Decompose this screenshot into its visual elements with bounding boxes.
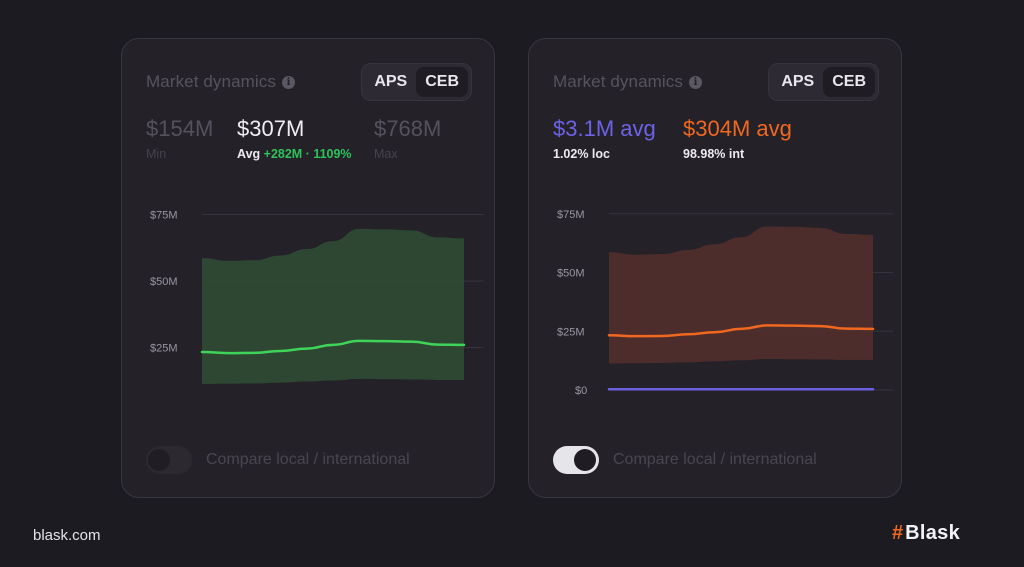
tab-ceb[interactable]: CEB (823, 67, 875, 97)
stat-international-label: 98.98% int (683, 147, 745, 161)
compare-toggle[interactable] (146, 446, 192, 474)
stat-avg: $307M Avg +282M · 1109% (237, 115, 374, 161)
brand-logo: # Blask (892, 522, 960, 545)
toggle-knob (148, 449, 170, 471)
info-icon[interactable]: i (688, 75, 702, 89)
y-tick-label: $50M (557, 268, 585, 280)
confidence-band (609, 226, 873, 364)
y-tick-label: $25M (150, 343, 178, 355)
y-tick-label: $50M (150, 276, 178, 288)
segment-control: APS CEB (768, 63, 879, 101)
card-title: Market dynamics (146, 72, 276, 91)
card-header: Market dynamics i APS CEB (146, 63, 472, 101)
stat-avg-label: Avg (237, 147, 261, 161)
market-dynamics-card-left: Market dynamics i APS CEB $154M Min $307… (121, 38, 495, 498)
card-title: Market dynamics (553, 72, 683, 91)
stat-avg-value: $307M (237, 116, 305, 141)
market-chart-left: $25M $50M $75M (150, 210, 484, 384)
stat-max-value: $768M (374, 116, 442, 141)
y-tick-label: $0 (575, 385, 587, 397)
stat-local-value: $3.1M avg (553, 116, 656, 141)
stat-min: $154M Min (146, 115, 237, 161)
compare-toggle-row: Compare local / international (553, 446, 817, 474)
info-icon[interactable]: i (281, 75, 295, 89)
stat-avg-sub: Avg +282M · 1109% (237, 147, 374, 161)
card-header: Market dynamics i APS CEB (553, 63, 879, 101)
hash-icon: # (892, 522, 904, 544)
series-line-average (200, 339, 466, 355)
toggle-knob (574, 449, 596, 471)
brand-name: Blask (905, 522, 960, 544)
market-chart-right: $0 $25M $50M $75M (557, 209, 893, 397)
stat-min-label: Min (146, 147, 167, 161)
stat-local: $3.1M avg 1.02% loc (553, 115, 683, 161)
compare-toggle[interactable] (553, 446, 599, 474)
stats-row: $154M Min $307M Avg +282M · 1109% $768M … (146, 115, 474, 161)
stat-max: $768M Max (374, 115, 441, 161)
tab-aps[interactable]: APS (781, 73, 815, 90)
segment-control: APS CEB (361, 63, 472, 101)
y-tick-label: $75M (557, 209, 585, 221)
market-dynamics-card-right: Market dynamics i APS CEB $3.1M avg 1.02… (528, 38, 902, 498)
compare-toggle-label: Compare local / international (613, 451, 817, 468)
stat-international-value: $304M avg (683, 116, 792, 141)
stat-local-label: 1.02% loc (553, 147, 610, 161)
stat-avg-delta: +282M · 1109% (263, 147, 352, 161)
tab-aps[interactable]: APS (374, 73, 408, 90)
compare-toggle-label: Compare local / international (206, 451, 410, 468)
confidence-band (202, 228, 464, 384)
stat-international: $304M avg 98.98% int (683, 115, 792, 161)
stat-min-value: $154M (146, 116, 214, 141)
series-line-international-avg (607, 324, 875, 338)
stats-row: $3.1M avg 1.02% loc $304M avg 98.98% int (553, 115, 881, 161)
stat-max-label: Max (374, 147, 398, 161)
y-tick-label: $75M (150, 210, 178, 222)
site-url[interactable]: blask.com (33, 527, 101, 544)
y-tick-label: $25M (557, 326, 585, 338)
compare-toggle-row: Compare local / international (146, 446, 410, 474)
tab-ceb[interactable]: CEB (416, 67, 468, 97)
